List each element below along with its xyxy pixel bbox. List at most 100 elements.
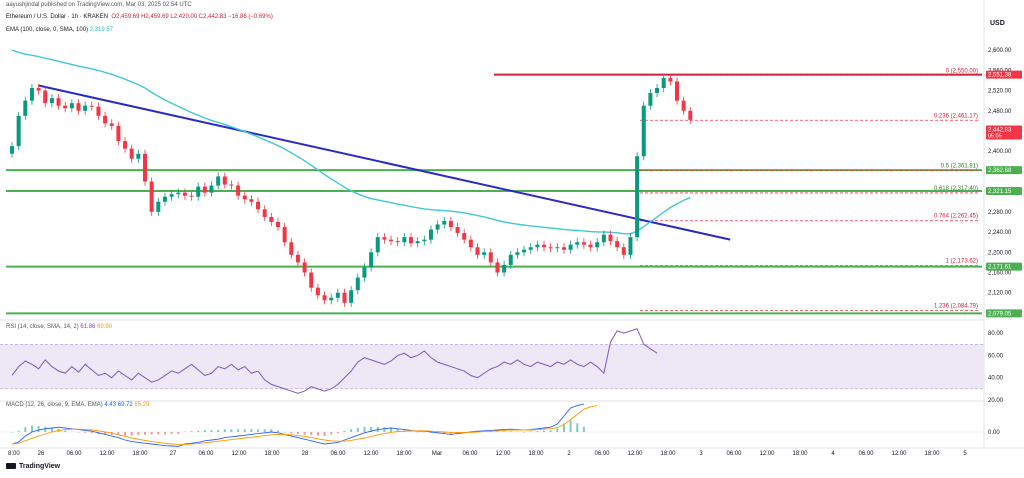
macd-histogram-bar: [330, 432, 333, 435]
macd-histogram-bar: [277, 430, 279, 432]
macd-histogram-bar: [137, 432, 140, 436]
macd-histogram-bar: [230, 429, 233, 432]
macd-histogram-bar: [190, 431, 193, 432]
macd-histogram-bar: [170, 432, 173, 434]
candle-body: [63, 105, 68, 109]
ohlc-values: O2,459.69 H2,459.69 L2,420.00 C2,442.83 …: [111, 14, 273, 20]
brand-name: TradingView: [19, 463, 61, 470]
macd-histogram-bar: [250, 429, 253, 432]
candle-body: [143, 153, 147, 182]
candle-body: [462, 233, 467, 240]
candle-body: [49, 98, 54, 104]
candle-body: [402, 237, 407, 243]
candle-body: [668, 77, 673, 82]
price-label: 2,079.05: [988, 311, 1012, 317]
candle-body: [162, 196, 167, 202]
macd-histogram-bar: [124, 432, 127, 436]
y-tick-label: 2,160.00: [988, 271, 1012, 277]
x-tick-label: 12:00: [99, 451, 115, 457]
macd-histogram-bar: [84, 432, 87, 433]
ema-legend[interactable]: EMA (100, close, 0, SMA, 100) 2,319.57: [6, 27, 113, 33]
macd-histogram-bar: [117, 432, 120, 435]
fib-level-label: 0 (2,550.00): [946, 68, 978, 74]
candle-body: [641, 105, 646, 157]
candle-body: [495, 262, 500, 273]
macd-histogram-bar: [562, 423, 565, 432]
y-tick-label: 2,280.00: [988, 210, 1012, 216]
y-tick-label: 2,600.00: [988, 48, 1012, 54]
candle-body: [349, 290, 354, 303]
macd-histogram-bar: [303, 432, 306, 435]
rsi-tick-label: 40.00: [988, 376, 1004, 382]
symbol-name[interactable]: Ethereum / U.S. Dollar · 1h · KRAKEN: [6, 14, 109, 20]
macd-histogram-bar: [203, 430, 206, 432]
candle-body: [216, 176, 221, 186]
rsi-legend[interactable]: RSI (14, close, SMA, 14, 2) 61.86 69.90: [6, 324, 112, 330]
candle-body: [149, 181, 154, 212]
macd-histogram-bar: [30, 425, 33, 432]
price-label-bg: [986, 166, 1022, 175]
y-tick-label: 2,520.00: [988, 89, 1012, 95]
candle-body: [362, 267, 367, 278]
candle-body: [96, 106, 101, 116]
candle-body: [435, 224, 440, 230]
macd-histogram-bar: [270, 429, 273, 432]
currency-label: USD: [990, 20, 1005, 27]
candle-body: [176, 192, 181, 195]
macd-histogram-bar: [549, 430, 552, 432]
x-tick-label: 12:00: [759, 451, 775, 457]
candle-body: [242, 195, 247, 200]
price-label: 2,171.61: [988, 265, 1012, 271]
x-tick-label: 18:00: [660, 451, 676, 457]
candle-body: [442, 220, 447, 225]
x-tick-label: 06:00: [198, 451, 214, 457]
macd-legend[interactable]: MACD (12, 26, close, 9, EMA, EMA) 4.43 6…: [6, 402, 149, 408]
macd-histogram-bar: [343, 430, 346, 432]
macd-histogram-bar: [569, 420, 572, 432]
candle-body: [69, 103, 74, 109]
x-tick-label: 28: [302, 451, 309, 457]
y-tick-label: 2,120.00: [988, 291, 1012, 297]
tradingview-logo[interactable]: TradingView: [6, 463, 60, 470]
candle-body: [389, 239, 394, 242]
candle-body: [455, 227, 460, 234]
candle-body: [355, 277, 360, 291]
macd-histogram-bar: [383, 427, 386, 432]
x-tick-label: 18:00: [528, 451, 544, 457]
candle-body: [688, 110, 693, 120]
candle-body: [528, 247, 533, 250]
macd-histogram-bar: [296, 432, 299, 434]
candle-body: [315, 287, 320, 296]
macd-histogram-bar: [223, 429, 226, 432]
x-tick-label: 12:00: [495, 451, 511, 457]
candle-body: [468, 239, 473, 248]
x-tick-label: 27: [170, 451, 177, 457]
candle-body: [595, 242, 600, 248]
candle-body: [661, 77, 666, 89]
y-tick-label: 2,400.00: [988, 149, 1012, 155]
macd-histogram-bar: [11, 432, 13, 433]
candle-body: [103, 115, 108, 124]
macd-histogram-bar: [370, 426, 373, 432]
y-tick-label: 2,200.00: [988, 250, 1012, 256]
x-tick-label: 4: [831, 451, 835, 457]
candle-body: [276, 221, 280, 228]
macd-histogram-bar: [523, 432, 526, 433]
x-tick-label: 18:00: [264, 451, 280, 457]
candle-body: [561, 247, 566, 250]
macd-histogram-bar: [543, 430, 545, 432]
candle-body: [681, 100, 686, 111]
candle-body: [588, 244, 593, 248]
candle-body: [169, 194, 174, 197]
candle-body: [375, 237, 380, 253]
candle-body: [83, 105, 88, 111]
candle-body: [322, 295, 327, 301]
candle-body: [635, 156, 640, 238]
fib-level-label: 0.5 (2,361.81): [941, 164, 978, 170]
candle-body: [56, 98, 61, 106]
candle-body: [76, 103, 81, 111]
price-label-time: 05:05: [988, 134, 1002, 140]
x-tick-label: 8:00: [8, 451, 20, 457]
candle-body: [302, 262, 307, 273]
